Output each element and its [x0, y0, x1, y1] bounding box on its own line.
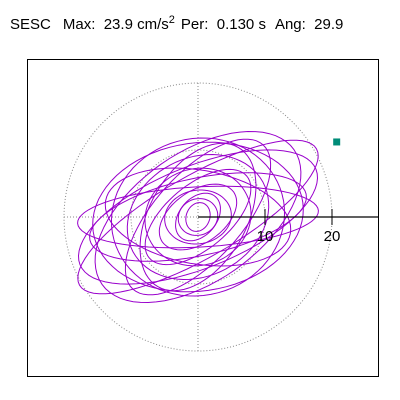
trace-loop-8: [139, 142, 257, 292]
trace-loop-6: [110, 137, 286, 297]
period-value: 0.130 s: [216, 16, 266, 33]
trace-loop-17: [177, 198, 219, 236]
end-marker-group: [333, 138, 341, 146]
trace-loop-10: [144, 168, 252, 266]
trace-loop-4: [92, 141, 304, 293]
end-marker: [333, 138, 341, 146]
period-label: Per:: [180, 16, 209, 33]
trace-loop-15: [164, 189, 232, 245]
x-tick-label-1: 10: [257, 228, 274, 245]
station-code: SESC: [10, 16, 51, 33]
plot-frame: [27, 59, 379, 377]
max-label: Max:: [62, 16, 96, 33]
motion-trace: [77, 130, 319, 304]
trace-loop-18: [185, 202, 211, 232]
header-readout: SESC Max: 23.9 cm/s2 Per: 0.130 s Ang: 29.9: [10, 14, 400, 35]
trace-loop-14: [104, 167, 292, 267]
angle-value: 29.9: [314, 16, 344, 33]
tick-labels: 10 20: [257, 228, 341, 245]
trace-loop-9: [126, 153, 270, 281]
x-tick-label-2: 20: [324, 228, 341, 245]
trace-loop-13: [158, 183, 238, 251]
angle-label: Ang:: [274, 16, 306, 33]
trace-loop-5: [124, 138, 272, 296]
max-exponent: 2: [168, 14, 175, 26]
trace-loop-12: [144, 167, 252, 267]
max-value: 23.9 cm/s: [103, 16, 169, 33]
x-axis: [198, 209, 378, 225]
